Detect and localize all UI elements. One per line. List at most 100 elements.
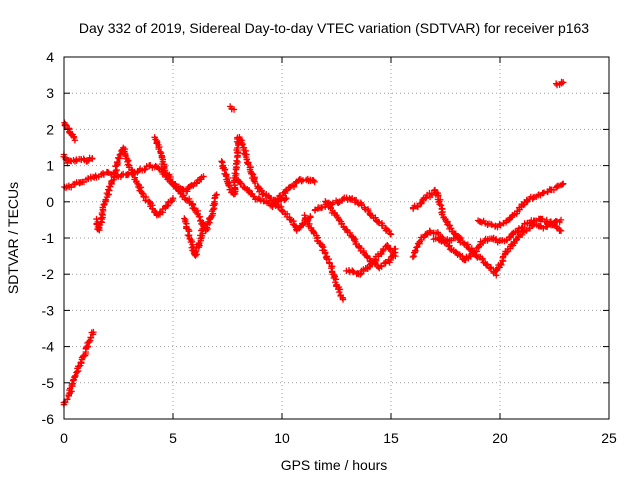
y-tick-label: -2	[42, 266, 55, 282]
data-point	[142, 165, 149, 173]
data-point	[161, 167, 169, 174]
data-point	[238, 180, 245, 187]
data-point	[324, 199, 331, 207]
data-point	[195, 241, 202, 248]
data-point	[251, 179, 259, 187]
data-point	[200, 173, 207, 180]
data-point	[141, 166, 148, 174]
data-point	[546, 221, 553, 228]
data-point	[298, 178, 305, 185]
x-tick-label: 25	[601, 430, 617, 446]
y-tick-label: -4	[42, 339, 55, 355]
data-point	[349, 269, 357, 276]
data-point	[277, 203, 285, 210]
y-tick-label: -6	[42, 411, 55, 427]
x-tick-label: 5	[169, 430, 177, 446]
data-point	[498, 261, 505, 269]
data-point	[100, 201, 108, 208]
chart-title: Day 332 of 2019, Sidereal Day-to-day VTE…	[79, 20, 589, 36]
data-point	[412, 247, 419, 254]
x-tick-label: 10	[274, 430, 290, 446]
data-point	[392, 252, 399, 260]
data-point	[301, 214, 309, 222]
data-point	[387, 231, 395, 238]
data-point	[116, 151, 123, 159]
data-point	[418, 199, 425, 207]
data-point	[557, 227, 565, 234]
x-tick-label: 15	[383, 430, 399, 446]
data-point	[335, 199, 342, 207]
y-axis-label: SDTVAR / TECUs	[5, 182, 21, 294]
y-tick-label: 1	[46, 158, 54, 174]
data-point	[386, 230, 394, 237]
data-point	[447, 225, 455, 232]
data-point	[339, 296, 347, 303]
data-point	[68, 388, 75, 395]
data-point	[236, 136, 244, 143]
data-point	[484, 261, 491, 268]
data-point	[146, 198, 153, 205]
data-point	[557, 216, 565, 224]
data-point	[169, 194, 177, 202]
data-point	[233, 157, 240, 164]
data-point	[492, 235, 500, 243]
data-point	[200, 220, 207, 227]
data-point	[190, 204, 197, 212]
data-point	[192, 248, 199, 256]
y-tick-label: -3	[42, 302, 55, 318]
data-point	[114, 159, 121, 166]
data-point	[356, 271, 364, 278]
data-point	[496, 220, 503, 228]
axis-ticks: 0 5 10 15 20 25 -6 -5 -4 -3 -2 -1 0 1 2 3 4	[42, 49, 617, 446]
y-tick-label: 3	[46, 85, 54, 101]
y-tick-label: -5	[42, 375, 55, 391]
data-point	[251, 193, 258, 200]
data-point	[139, 189, 146, 197]
data-point	[539, 190, 547, 197]
x-axis-label: GPS time / hours	[281, 457, 388, 473]
y-tick-label: 4	[46, 49, 54, 65]
data-point	[446, 245, 454, 253]
data-point	[265, 193, 273, 201]
data-point	[72, 372, 79, 380]
x-tick-label: 0	[60, 430, 68, 446]
data-point	[281, 196, 289, 203]
data-point	[213, 191, 220, 198]
data-point	[134, 180, 141, 187]
data-point	[378, 263, 385, 270]
data-point	[283, 194, 290, 202]
data-point	[560, 180, 567, 187]
data-point	[68, 381, 76, 388]
data-point	[168, 198, 175, 205]
data-point	[328, 265, 335, 272]
data-point	[322, 249, 329, 256]
data-point	[234, 144, 241, 152]
data-point	[270, 198, 277, 205]
data-point	[302, 215, 310, 223]
data-point	[218, 158, 225, 165]
data-point	[250, 176, 257, 184]
data-point	[89, 155, 96, 162]
data-point	[124, 161, 132, 168]
y-tick-label: -1	[42, 230, 55, 246]
data-point	[369, 260, 376, 267]
data-point	[63, 396, 71, 403]
data-point	[357, 199, 365, 206]
x-tick-label: 20	[492, 430, 508, 446]
data-point	[225, 181, 232, 189]
data-point	[278, 207, 286, 215]
data-point	[559, 181, 566, 188]
data-point	[503, 248, 511, 256]
data-point	[311, 178, 318, 186]
data-point	[409, 253, 417, 261]
data-point	[487, 220, 495, 228]
data-point	[552, 80, 560, 87]
data-point	[320, 244, 327, 251]
data-points	[60, 78, 567, 408]
data-point	[428, 190, 436, 198]
data-point	[493, 272, 500, 279]
data-point	[560, 79, 567, 86]
y-tick-label: 0	[46, 194, 54, 210]
